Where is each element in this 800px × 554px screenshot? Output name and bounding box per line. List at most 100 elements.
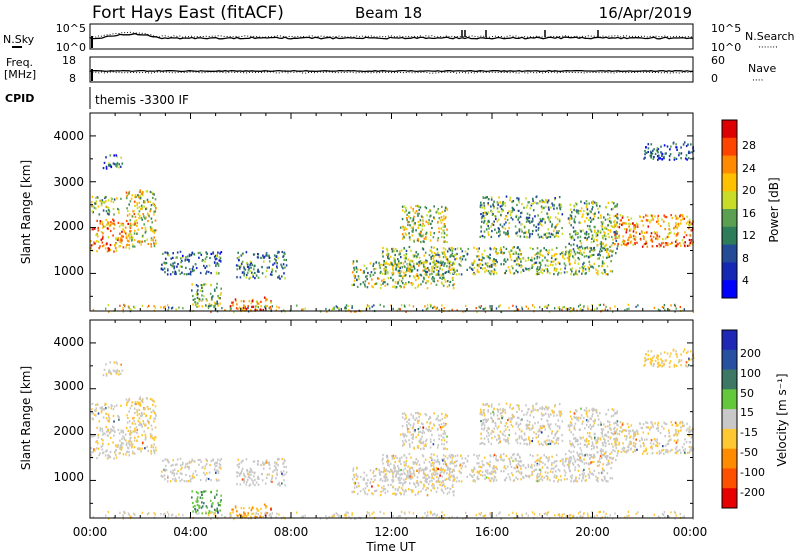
power-echo-cell — [568, 219, 571, 222]
velocity-echo-cell — [201, 505, 204, 508]
power-echo-cell — [408, 304, 411, 307]
power-echo-cell — [545, 305, 547, 308]
power-echo-cell — [168, 254, 170, 257]
power-echo-cell — [530, 202, 533, 205]
power-echo-cell — [452, 248, 454, 251]
velocity-echo-cell — [206, 477, 208, 480]
velocity-echo-cell — [126, 401, 128, 404]
power-echo-cell — [563, 257, 566, 260]
velocity-echo-cell — [120, 404, 122, 407]
power-echo-cell — [588, 256, 590, 259]
power-echo-cell — [436, 306, 438, 309]
velocity-echo-cell — [476, 462, 478, 465]
power-echo-cell — [433, 217, 436, 220]
power-echo-cell — [436, 265, 439, 269]
nsky-strip-frame — [89, 23, 694, 50]
velocity-echo-cell — [429, 416, 432, 419]
power-echo-cell — [589, 225, 591, 228]
velocity-echo-cell — [406, 424, 408, 427]
power-echo-cell — [564, 264, 567, 267]
power-echo-cell — [455, 257, 458, 260]
power-echo-cell — [532, 247, 534, 251]
velocity-echo-cell — [499, 455, 502, 458]
power-echo-cell — [437, 208, 439, 211]
power-echo-cell — [421, 228, 423, 231]
power-echo-cell — [96, 232, 98, 236]
power-echo-cell — [521, 203, 523, 206]
power-echo-cell — [498, 228, 500, 231]
velocity-echo-cell — [402, 442, 405, 445]
power-echo-cell — [517, 199, 520, 202]
power-echo-cell — [445, 234, 448, 237]
velocity-echo-cell — [126, 446, 129, 449]
velocity-echo-cell — [100, 409, 103, 412]
power-echo-cell — [140, 243, 142, 246]
velocity-echo-cell — [201, 501, 203, 504]
velocity-echo-cell — [251, 478, 253, 481]
power-echo-cell — [209, 256, 211, 260]
power-echo-cell — [242, 306, 245, 309]
power-echo-cell — [486, 265, 489, 268]
power-echo-cell — [264, 275, 267, 278]
power-echo-cell — [139, 194, 141, 197]
power-echo-cell — [487, 256, 490, 259]
power-echo-cell — [406, 221, 409, 224]
power-echo-cell — [602, 272, 604, 275]
velocity-echo-cell — [397, 489, 399, 492]
velocity-echo-cell — [567, 463, 570, 466]
power-echo-cell — [129, 200, 132, 203]
power-echo-cell — [193, 253, 195, 256]
power-echo-cell — [539, 261, 541, 265]
velocity-echo-cell — [539, 468, 541, 472]
power-echo-cell — [598, 304, 600, 307]
power-echo-cell — [146, 198, 149, 201]
power-echo-cell — [103, 201, 106, 204]
power-echo-cell — [571, 270, 573, 273]
power-echo-cell — [683, 141, 686, 144]
power-echo-cell — [615, 252, 617, 255]
power-echo-cell — [384, 284, 387, 287]
power-echo-cell — [625, 243, 628, 246]
velocity-echo-cell — [449, 462, 451, 465]
power-echo-cell — [433, 252, 436, 255]
velocity-echo-cell — [440, 470, 443, 473]
power-echo-cell — [585, 200, 588, 203]
power-echo-cell — [444, 248, 447, 251]
power-echo-cell — [138, 205, 141, 209]
velocity-echo-cell — [436, 475, 438, 479]
velocity-echo-cell — [152, 409, 154, 412]
power-echo-cell — [333, 306, 335, 309]
power-echo-cell — [260, 256, 262, 259]
power-echo-cell — [393, 257, 395, 260]
power-echo-cell — [486, 212, 488, 216]
velocity-echo-cell — [190, 461, 193, 464]
power-echo-cell — [478, 264, 481, 267]
power-echo-cell — [383, 260, 385, 263]
velocity-echo-cell — [550, 463, 553, 467]
power-echo-cell — [447, 259, 449, 262]
power-echo-cell — [483, 221, 485, 224]
power-echo-cell — [569, 203, 572, 206]
power-echo-cell — [177, 263, 179, 266]
power-echo-cell — [647, 147, 650, 150]
power-echo-cell — [599, 250, 601, 253]
power-echo-cell — [569, 262, 572, 265]
velocity-echo-cell — [572, 462, 574, 465]
velocity-echo-cell — [538, 443, 541, 446]
velocity-echo-cell — [281, 472, 283, 475]
velocity-echo-cell — [459, 464, 461, 467]
velocity-echo-cell — [134, 429, 136, 432]
power-echo-cell — [427, 221, 429, 225]
velocity-echo-cell — [128, 451, 130, 454]
power-echo-cell — [442, 284, 445, 287]
velocity-echo-cell — [151, 434, 153, 437]
power-echo-cell — [583, 251, 585, 254]
power-echo-cell — [200, 284, 203, 287]
velocity-echo-cell — [205, 505, 208, 508]
power-echo-cell — [548, 251, 550, 254]
power-echo-cell — [531, 265, 534, 268]
power-echo-cell — [429, 262, 431, 265]
power-echo-cell — [417, 283, 420, 287]
power-echo-cell — [506, 233, 509, 236]
velocity-echo-cell — [212, 502, 214, 505]
